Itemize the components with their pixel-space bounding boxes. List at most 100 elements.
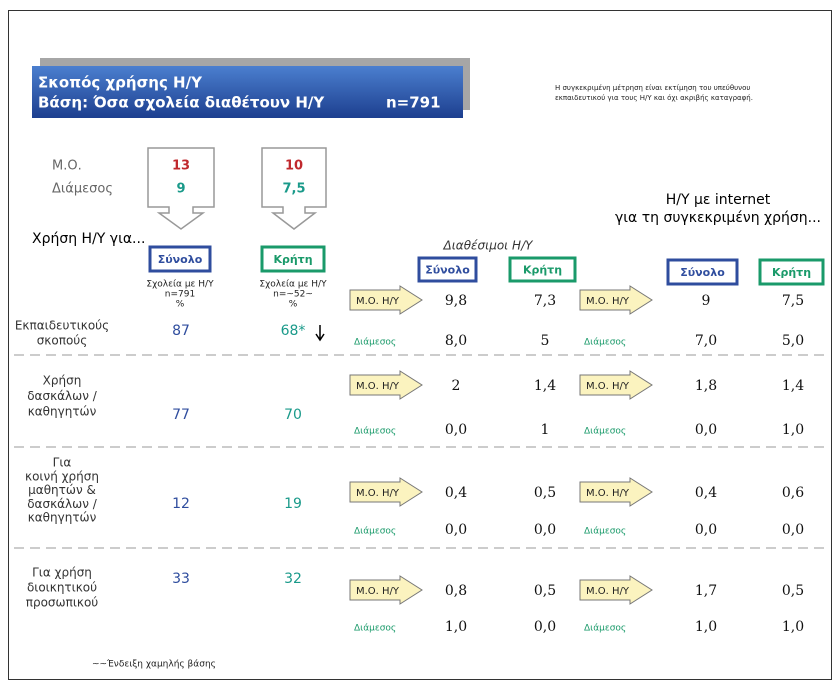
median-value: 7,0: [695, 333, 717, 349]
median-label: Διάμεσος: [354, 427, 396, 437]
base-n: n=791: [386, 94, 441, 112]
mean-value: 0,6: [782, 485, 804, 501]
base-note: n=~52~: [273, 290, 313, 300]
mean-label: Μ.Ο. Η/Υ: [356, 586, 400, 597]
percent-total: 77: [172, 407, 190, 423]
median-value: 0,0: [445, 522, 467, 538]
mean-value: 0,8: [445, 583, 467, 599]
summary-value: 10: [285, 159, 303, 174]
median-label: Διάμεσος: [584, 527, 626, 537]
mean-value: 7,3: [534, 293, 556, 309]
mean-arrow: [349, 575, 423, 605]
percent-total: 33: [172, 571, 190, 587]
base-note: Σχολεία με Η/Υ: [259, 280, 327, 290]
mean-label: Μ.Ο. Η/Υ: [586, 488, 630, 499]
mean-arrow: [579, 285, 653, 315]
column-header: Κρήτη: [273, 253, 312, 266]
mean-arrow: [579, 370, 653, 400]
base-note: Σχολεία με Η/Υ: [146, 280, 214, 290]
mean-label: Μ.Ο. Η/Υ: [356, 381, 400, 392]
percent-crete: 32: [284, 571, 302, 587]
percent-total: 87: [172, 323, 190, 339]
mean-value: 0,5: [782, 583, 804, 599]
mean-arrow: [349, 370, 423, 400]
mean-value: 0,5: [534, 583, 556, 599]
column-header-box: [148, 245, 212, 273]
summary-value: 7,5: [282, 182, 305, 197]
title: Σκοπός χρήσης Η/Υ: [38, 74, 203, 92]
mean-value: 9,8: [445, 293, 467, 309]
percent-crete: 68*: [281, 323, 306, 339]
row-label: μαθητών &: [28, 483, 96, 497]
intro: Χρήση Η/Υ για...: [32, 231, 145, 247]
median-value: 5: [541, 333, 550, 349]
mean-value: 1,4: [534, 378, 556, 394]
section-title: Διαθέσιμοι Η/Υ: [443, 239, 535, 253]
median-value: 1,0: [782, 619, 804, 635]
summary-value: 13: [172, 159, 190, 174]
median-value: 0,0: [695, 422, 717, 438]
title-box: [32, 66, 463, 118]
row-label: καθηγητών: [28, 511, 97, 525]
mean-value: 1,8: [695, 378, 717, 394]
median-value: 5,0: [782, 333, 804, 349]
row-label: καθηγητών: [28, 405, 97, 419]
column-header: Κρήτη: [772, 266, 811, 279]
mean-value: 0,5: [534, 485, 556, 501]
column-header-box: [260, 245, 326, 273]
footnote: ~~Ένδειξη χαμηλής βάσης: [92, 660, 216, 670]
column-header: Κρήτη: [523, 264, 562, 277]
column-header-box: [417, 256, 478, 283]
column-header: Σύνολο: [680, 266, 725, 279]
median-value: 1,0: [695, 619, 717, 635]
mean-label: Μ.Ο. Η/Υ: [586, 381, 630, 392]
row-label: κοινή χρήση: [25, 469, 99, 483]
median-value: 0,0: [534, 522, 556, 538]
mean-arrow: [349, 285, 423, 315]
base-note: %: [289, 300, 298, 310]
median-value: 8,0: [445, 333, 467, 349]
median-value: 1,0: [782, 422, 804, 438]
column-header-box: [666, 258, 739, 286]
median-value: 0,0: [782, 522, 804, 538]
row-label: Χρήση: [43, 374, 82, 388]
row-label: διοικητικού: [27, 581, 97, 595]
mean-value: 0,4: [695, 485, 717, 501]
slide-border: [8, 10, 832, 680]
row-label: προσωπικού: [26, 596, 99, 610]
median-label: Διάμεσος: [584, 338, 626, 348]
median-value: 1,0: [445, 619, 467, 635]
summary-value: 9: [176, 182, 185, 197]
median-value: 0,0: [695, 522, 717, 538]
median-label: Διάμεσος: [354, 338, 396, 348]
row-label: δασκάλων /: [27, 497, 98, 511]
mean-value: 9: [702, 293, 711, 309]
median-label: Διάμεσος: [584, 427, 626, 437]
table: Σύνολο Κρήτη Σύνολο Κρήτη Σύνολο Κρήτη Σχολεία…: [14, 245, 826, 635]
decrease-arrow: [315, 325, 325, 342]
column-header: Σύνολο: [158, 253, 203, 266]
base-note: n=791: [165, 290, 195, 300]
median-label: Διάμεσος: [354, 527, 396, 537]
section-title: Η/Υ με internet: [666, 192, 771, 208]
mean-value: 0,4: [445, 485, 467, 501]
mean-value: 7,5: [782, 293, 804, 309]
median-value: 0,0: [534, 619, 556, 635]
subtitle: Βάση: Όσα σχολεία διαθέτουν Η/Υ: [38, 94, 325, 112]
percent-crete: 19: [284, 496, 302, 512]
percent-total: 12: [172, 496, 190, 512]
mean-label: Μ.Ο. Η/Υ: [586, 296, 630, 307]
section-title: για τη συγκεκριμένη χρήση...: [615, 210, 821, 226]
mean-arrow: [579, 477, 653, 507]
column-header-box: [758, 258, 825, 286]
note: Η συγκεκριμένη μέτρηση είναι εκτίμηση το…: [555, 84, 750, 92]
median-value: 0,0: [445, 422, 467, 438]
median-value: 1: [541, 422, 550, 438]
median-label: Διάμεσος: [354, 624, 396, 634]
row-label: Εκπαιδευτικούς: [15, 319, 109, 333]
row-label: Για: [53, 456, 72, 470]
percent-crete: 70: [284, 407, 302, 423]
mean-label: Μ.Ο. Η/Υ: [356, 296, 400, 307]
column-header: Σύνολο: [425, 264, 470, 277]
mean-value: 2: [452, 378, 461, 394]
